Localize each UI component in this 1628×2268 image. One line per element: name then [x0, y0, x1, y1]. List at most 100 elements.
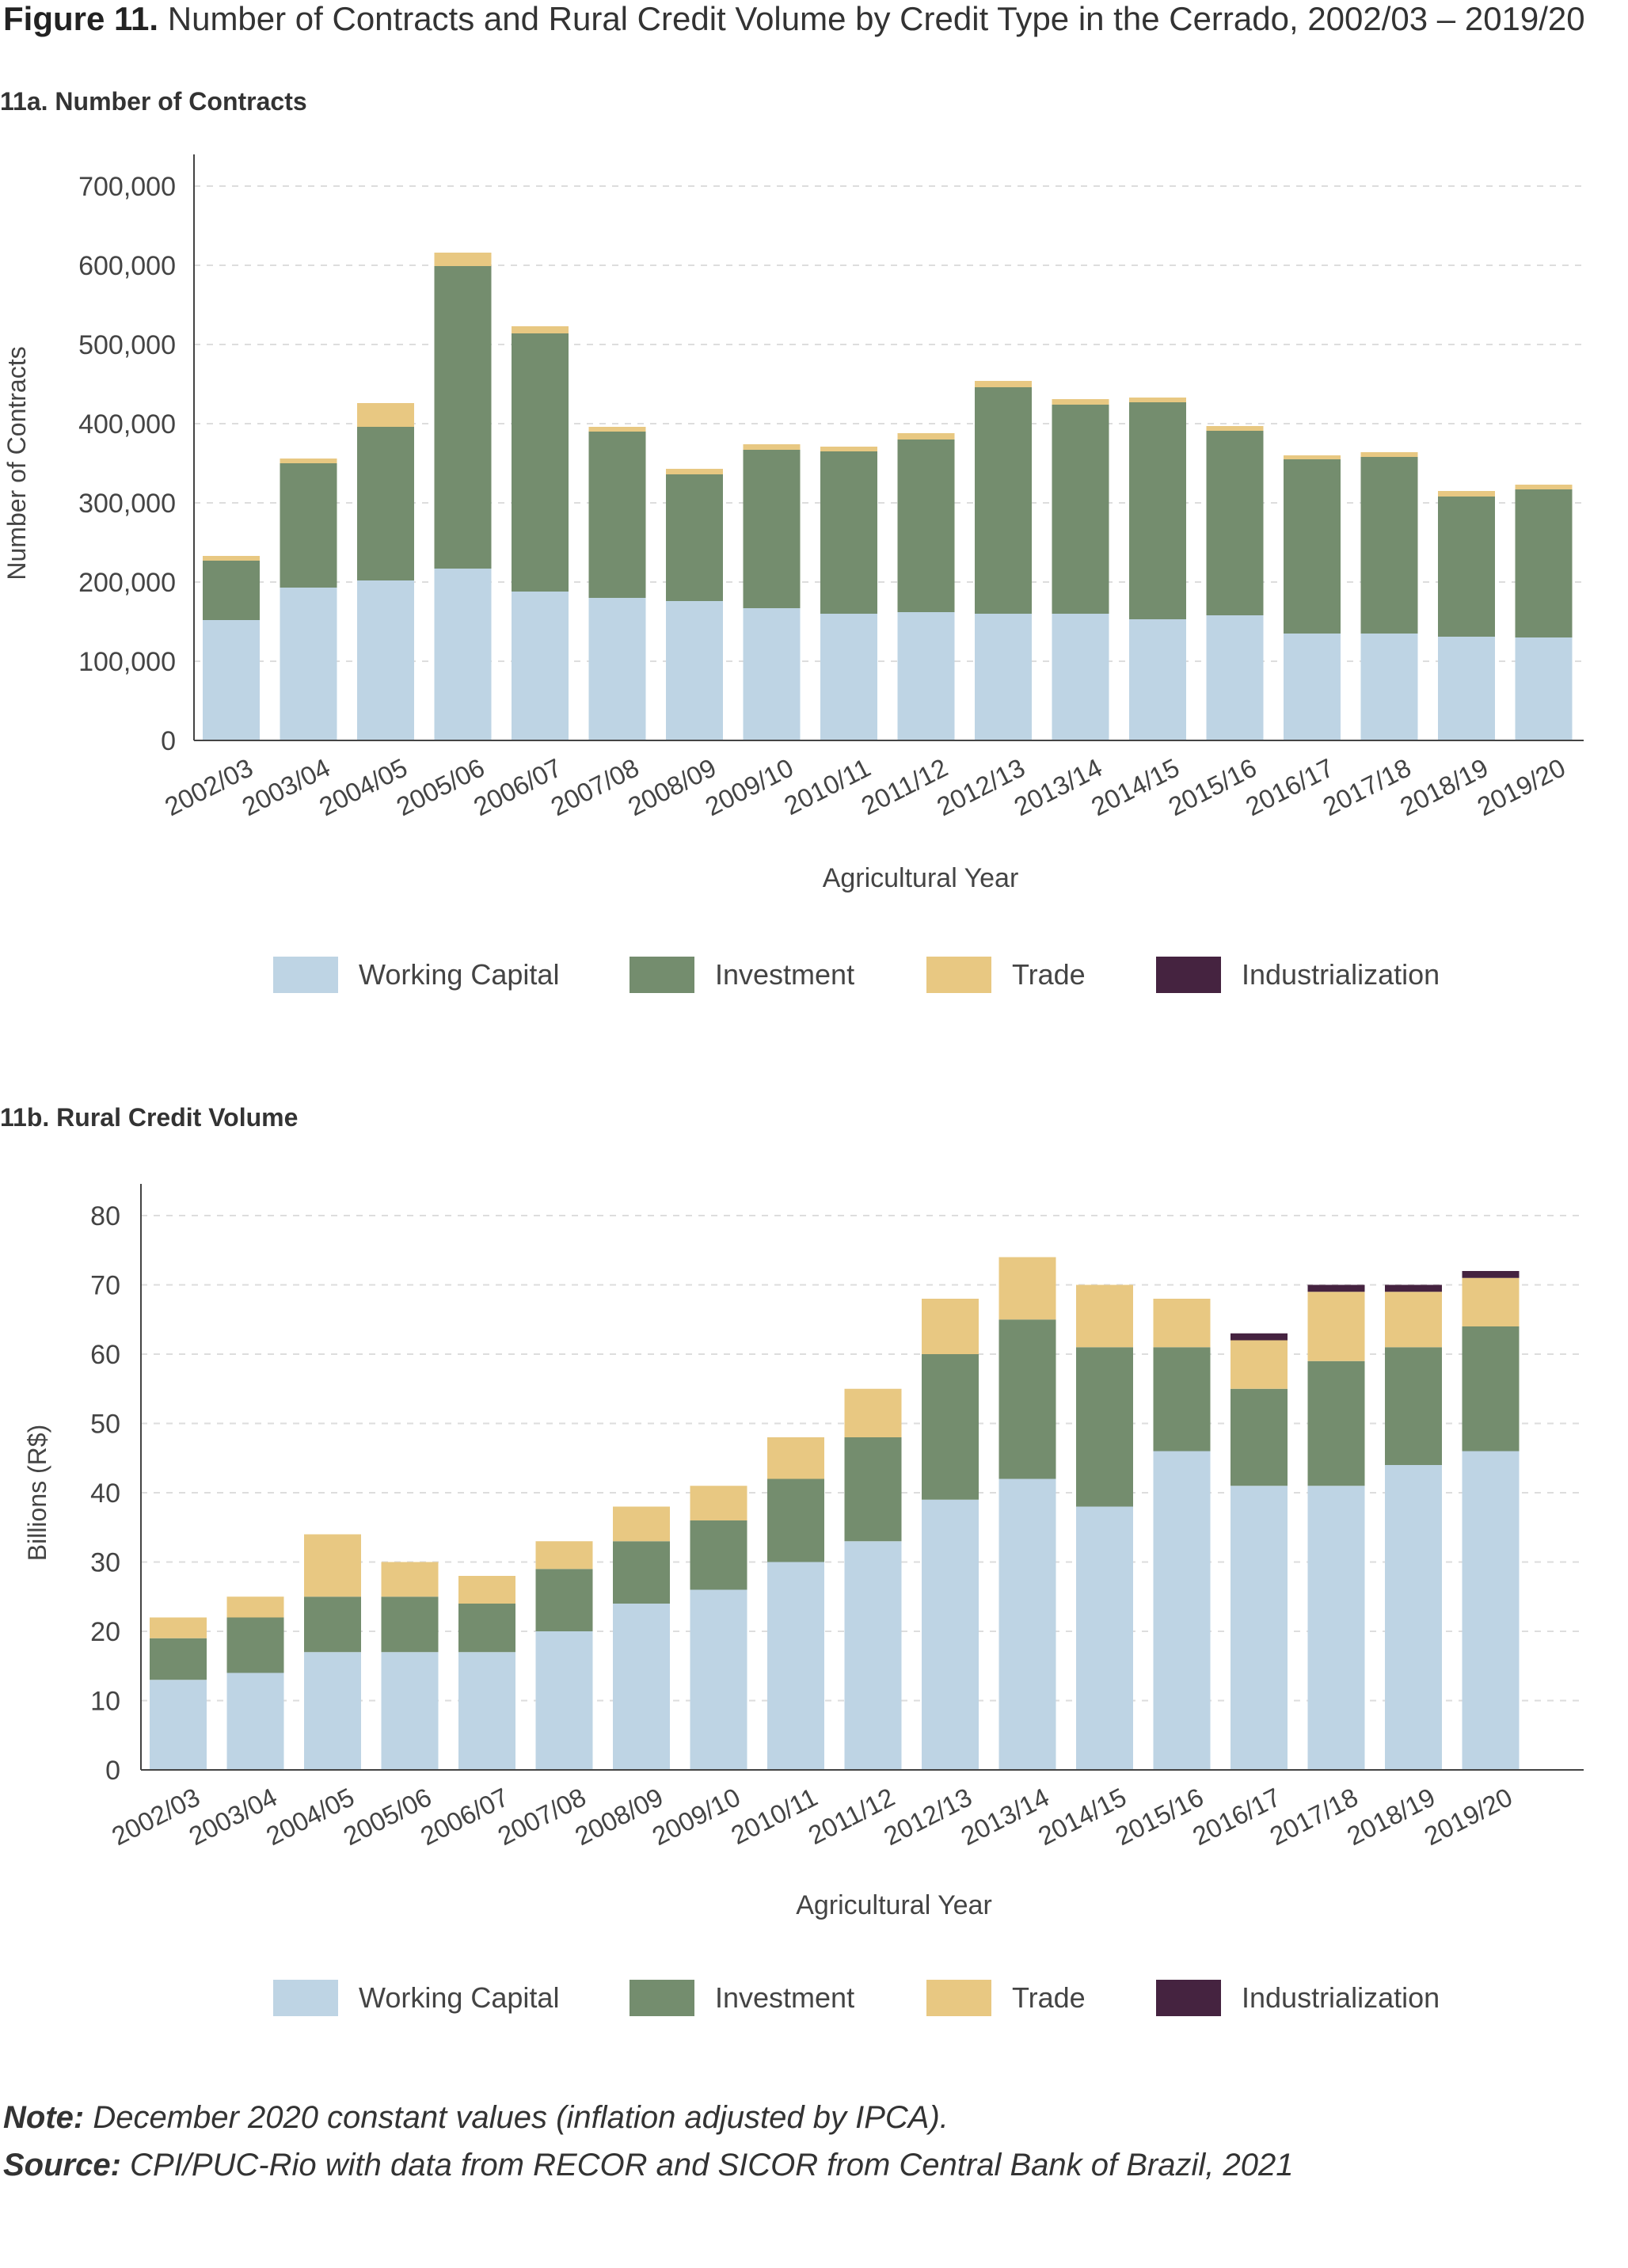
x-tick-label: 2011/12	[804, 1782, 900, 1850]
bar-investment	[588, 432, 646, 598]
y-tick-label: 200,000	[78, 568, 176, 598]
bar-trade	[743, 444, 801, 450]
legend-swatch	[273, 957, 338, 993]
bar-working-capital	[820, 614, 877, 740]
legend-label: Investment	[715, 958, 854, 991]
bar-trade	[357, 403, 414, 427]
bar-trade	[1360, 452, 1418, 457]
bar-investment	[1206, 431, 1264, 615]
x-tick-label: 2007/08	[493, 1782, 591, 1851]
bar-working-capital	[975, 614, 1032, 740]
legend-swatch	[926, 957, 991, 993]
legend-label: Working Capital	[359, 1981, 559, 2014]
bar-investment	[1360, 457, 1418, 634]
bar-trade	[588, 427, 646, 432]
x-tick-label: 2002/03	[107, 1782, 204, 1851]
bar-trade	[1076, 1284, 1133, 1348]
bar-investment	[150, 1638, 207, 1680]
x-tick-label: 2006/07	[469, 752, 566, 821]
bar-investment	[897, 440, 955, 612]
x-tick-label: 2010/11	[726, 1782, 822, 1850]
x-tick-label: 2012/13	[879, 1782, 976, 1851]
x-tick-label: 2016/17	[1188, 1782, 1285, 1851]
bar-working-capital	[1231, 1486, 1288, 1770]
bar-investment	[280, 463, 337, 588]
legend-label: Trade	[1012, 1981, 1086, 2014]
bar-investment	[535, 1569, 593, 1631]
bar-trade	[897, 433, 955, 440]
x-tick-label: 2008/09	[623, 752, 721, 821]
bar-working-capital	[1438, 637, 1495, 740]
source-text: CPI/PUC-Rio with data from RECOR and SIC…	[120, 2148, 1294, 2182]
bar-trade	[381, 1562, 439, 1597]
y-tick-label: 300,000	[78, 489, 176, 519]
x-tick-label: 2015/16	[1164, 752, 1261, 821]
y-tick-label: 20	[90, 1617, 120, 1647]
x-tick-label: 2005/06	[339, 1782, 436, 1851]
bar-working-capital	[1462, 1451, 1520, 1770]
x-tick-label: 2012/13	[932, 752, 1029, 821]
legend-swatch	[926, 1980, 991, 2016]
x-tick-label: 2015/16	[1111, 1782, 1208, 1851]
bar-working-capital	[1515, 637, 1573, 740]
bar-trade	[535, 1541, 593, 1570]
bar-working-capital	[1385, 1465, 1442, 1770]
y-tick-label: 70	[90, 1271, 120, 1301]
y-tick-label: 700,000	[78, 172, 176, 202]
bar-investment	[1231, 1388, 1288, 1486]
bar-trade	[1284, 455, 1341, 459]
bar-working-capital	[844, 1541, 902, 1770]
bar-investment	[666, 474, 723, 601]
bar-working-capital	[743, 608, 801, 740]
legend-swatch	[273, 1980, 338, 2016]
x-tick-label: 2007/08	[546, 752, 644, 821]
y-tick-label: 500,000	[78, 330, 176, 360]
legend-swatch	[1156, 957, 1221, 993]
note-text: December 2020 constant values (inflation…	[84, 2100, 949, 2135]
bar-working-capital	[203, 620, 260, 740]
legend-swatch	[630, 957, 694, 993]
bar-investment	[613, 1541, 670, 1604]
bar-trade	[1052, 399, 1109, 405]
bar-investment	[1515, 489, 1573, 637]
figure-label: Figure 11.	[3, 0, 159, 37]
x-tick-label: 2011/12	[857, 752, 953, 820]
legend-label: Industrialization	[1242, 1981, 1440, 2014]
bar-trade	[512, 326, 569, 333]
bar-investment	[767, 1478, 824, 1562]
x-tick-label: 2013/14	[1010, 752, 1107, 821]
figure-title-text: Number of Contracts and Rural Credit Vol…	[167, 0, 1585, 37]
bar-trade	[1385, 1292, 1442, 1348]
bar-working-capital	[434, 569, 492, 740]
bar-trade	[1231, 1340, 1288, 1389]
bar-investment	[304, 1596, 361, 1653]
bar-working-capital	[1206, 615, 1264, 740]
y-tick-label: 600,000	[78, 251, 176, 281]
bar-working-capital	[381, 1652, 439, 1770]
y-tick-label: 0	[161, 726, 176, 756]
bar-working-capital	[535, 1631, 593, 1770]
x-tick-label: 2006/07	[416, 1782, 513, 1851]
bar-investment	[1385, 1347, 1442, 1465]
bar-trade	[1153, 1299, 1211, 1348]
bar-investment	[381, 1596, 439, 1653]
bar-industrialization	[1385, 1284, 1442, 1292]
bar-trade	[1438, 491, 1495, 497]
x-tick-label: 2005/06	[392, 752, 489, 821]
note-label: Note:	[3, 2100, 85, 2135]
x-tick-label: 2017/18	[1265, 1782, 1363, 1851]
y-tick-label: 30	[90, 1548, 120, 1578]
bar-working-capital	[304, 1652, 361, 1770]
bar-trade	[1515, 485, 1573, 489]
bar-trade	[458, 1576, 515, 1604]
x-tick-label: 2014/15	[1086, 752, 1184, 821]
footer-note: Note: December 2020 constant values (inf…	[3, 2100, 949, 2136]
y-axis-title: Number of Contracts	[2, 346, 31, 580]
bar-working-capital	[666, 601, 723, 740]
bar-investment	[1462, 1326, 1520, 1452]
bar-working-capital	[1284, 634, 1341, 740]
bar-working-capital	[767, 1562, 824, 1770]
bar-trade	[844, 1388, 902, 1437]
bar-industrialization	[1307, 1284, 1365, 1292]
